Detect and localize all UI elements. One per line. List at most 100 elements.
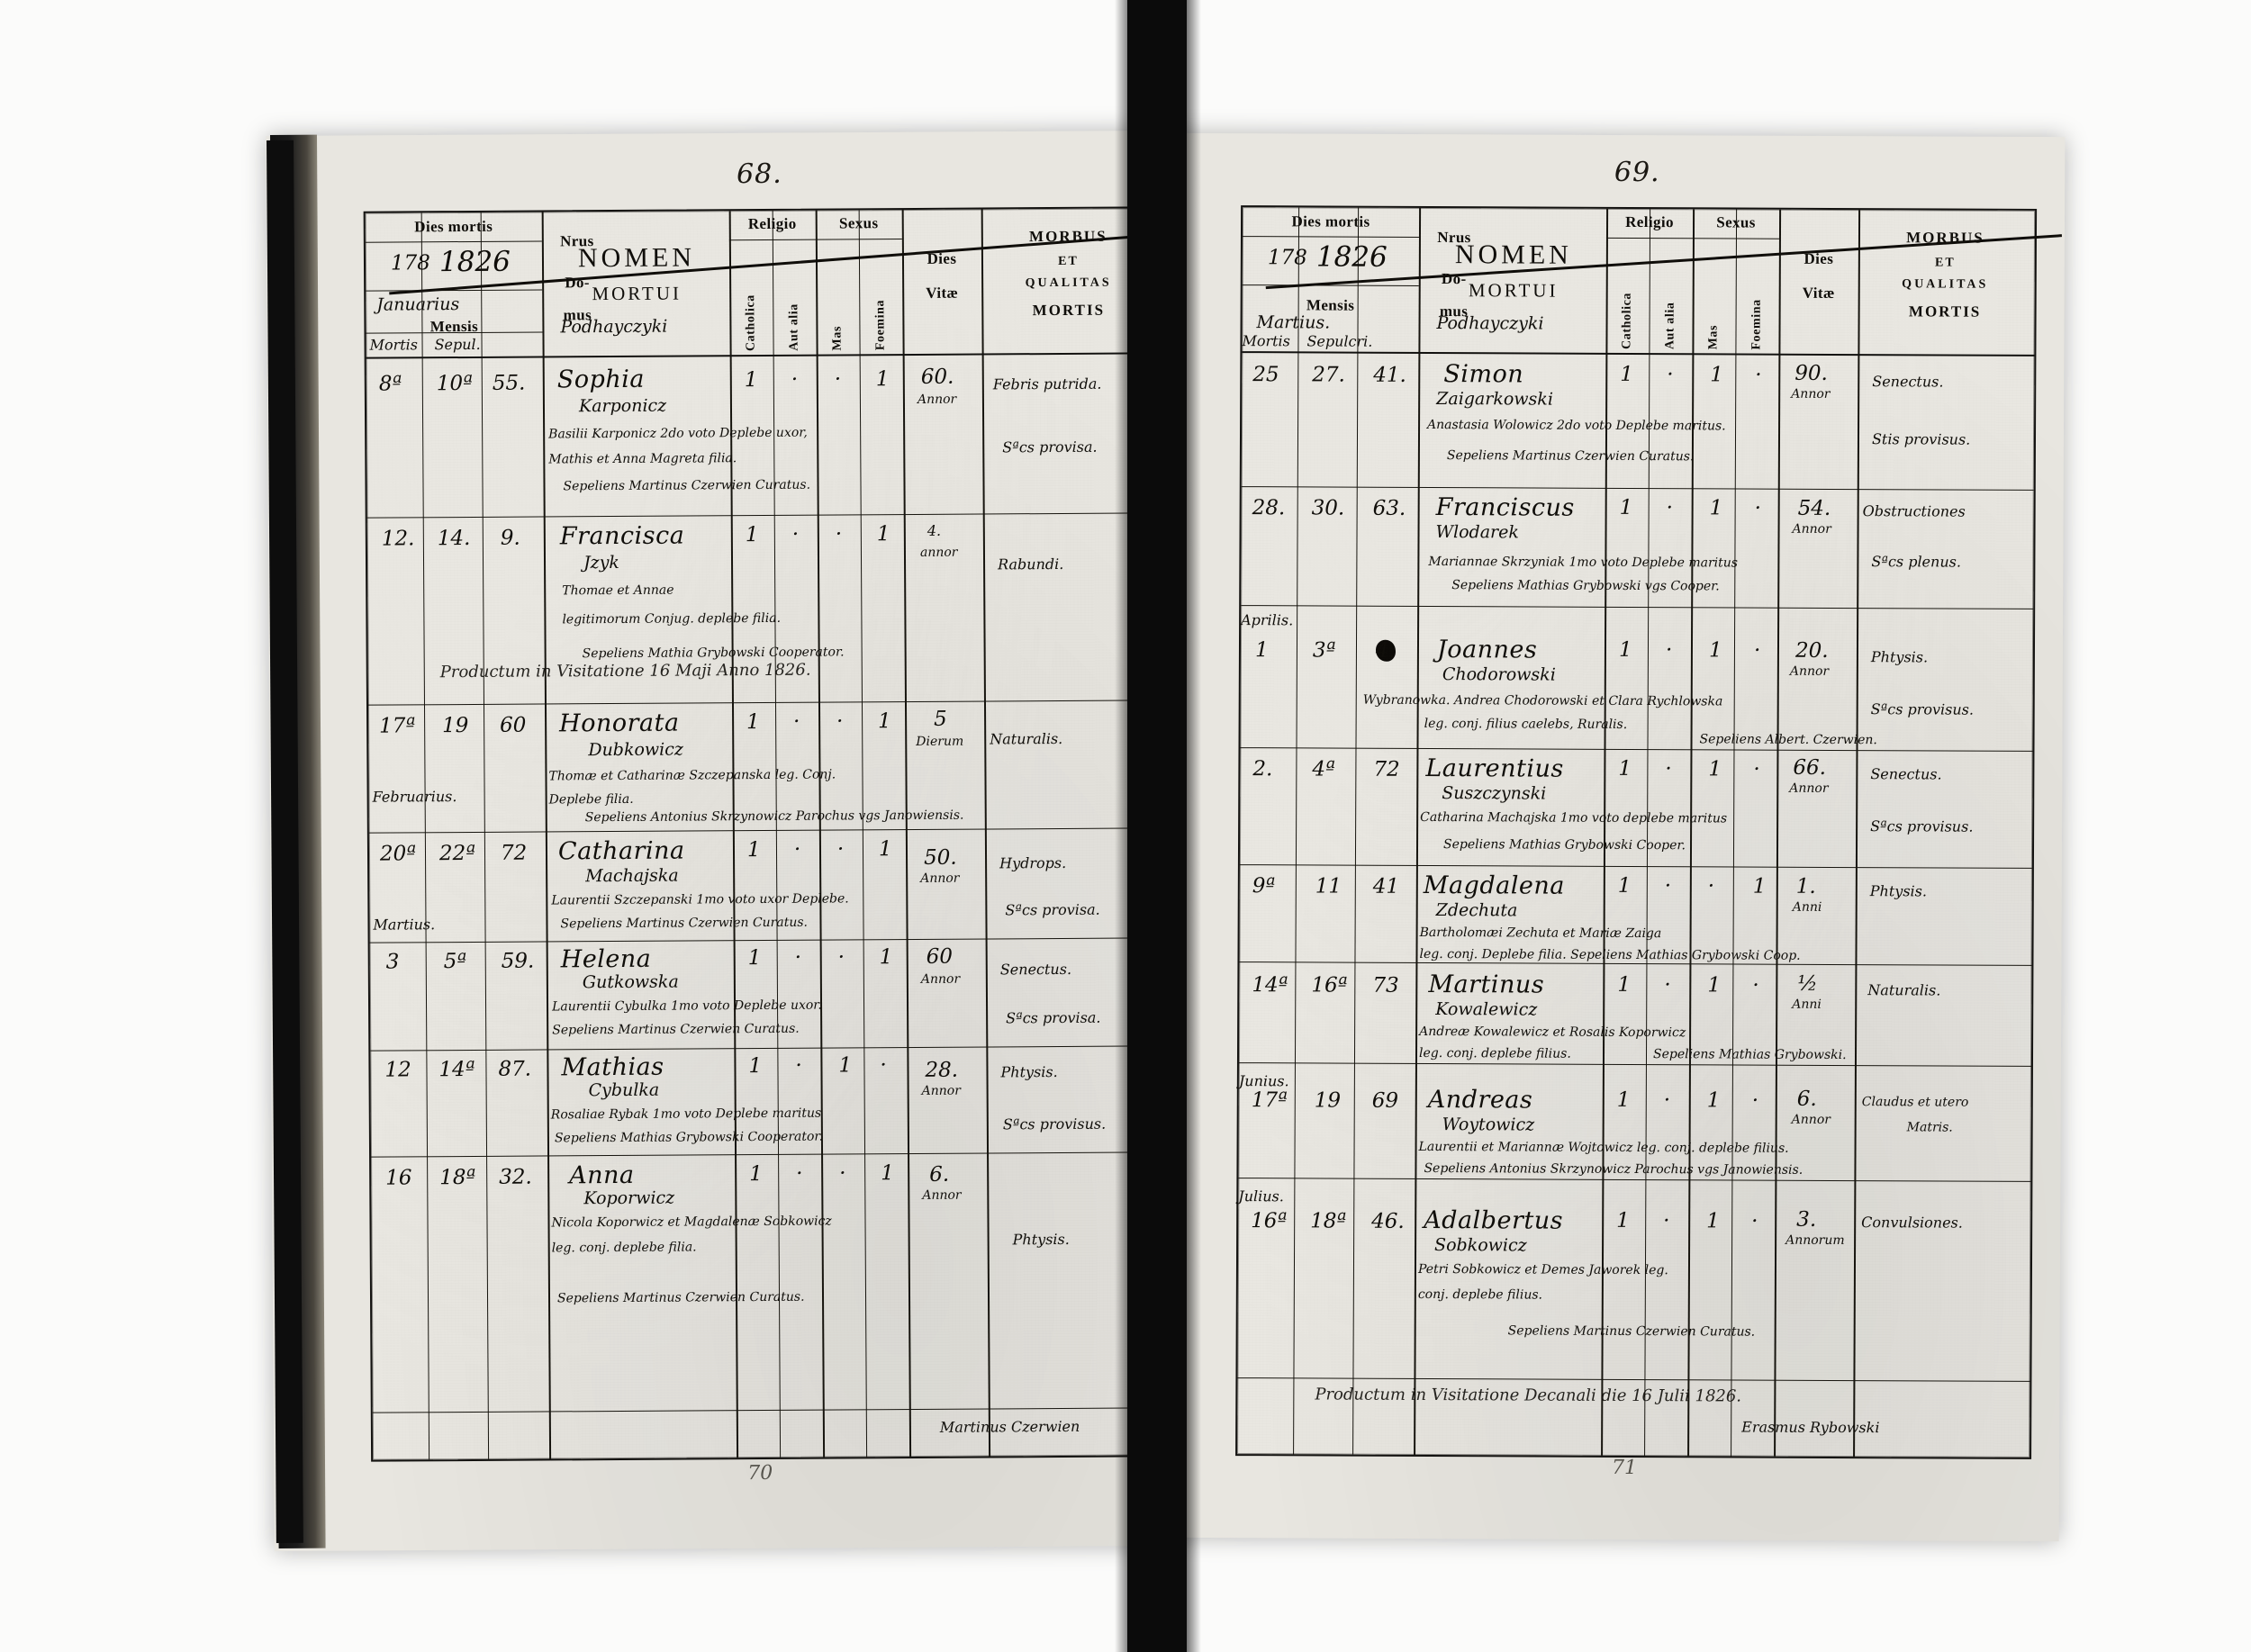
cell-dies-vitae-unit: Annor [921, 1083, 961, 1098]
cell-name: Martinus [1428, 970, 1545, 999]
cell-aut-alia: · [1664, 874, 1672, 898]
header-aut-alia: Aut alia [787, 303, 801, 351]
cell-parents-1: Mariannae Skrzyniak 1mo voto Deplebe mar… [1428, 554, 1739, 571]
cell-dies-sepul: 16ª [1311, 973, 1348, 998]
header-mortui: MORTUI [1468, 279, 1559, 302]
cell-foemina: · [1751, 1209, 1758, 1233]
cell-foemina: · [1752, 973, 1759, 998]
cell-surname: Wlodarek [1435, 522, 1519, 543]
cell-dies-vitae: 50. [923, 845, 957, 870]
cell-nrus-domus: 72 [1373, 757, 1400, 781]
rule-v-l9 [981, 209, 991, 1457]
cell-dies-vitae-unit: Anni [1792, 899, 1822, 915]
header-vitae: Vitæ [1802, 284, 1835, 302]
cell-catholica: 1 [746, 710, 760, 735]
cell-morbus-2: Sªcs provisus. [1870, 817, 1974, 835]
cell-foemina: 1 [878, 837, 892, 862]
cell-dies-vitae-unit: Annor [1789, 664, 1830, 679]
cell-morbus-2: Sªcs provisa. [1006, 1008, 1101, 1027]
rule-v-l3 [541, 212, 552, 1459]
cell-catholica: 1 [1619, 495, 1633, 519]
cell-nrus-domus: 63. [1372, 496, 1406, 520]
cell-dies-mortis: 2. [1252, 757, 1273, 781]
cell-aut-alia: · [791, 367, 799, 392]
cell-surname: Karponicz [578, 395, 667, 417]
month-marker: Martius. [373, 916, 436, 934]
cell-name: Helena [560, 944, 652, 974]
cell-dies-vitae-unit: Dierum [916, 734, 964, 749]
rule-h-row2 [367, 700, 1161, 706]
cell-dies-sepul: 5ª [443, 950, 467, 974]
cell-dies-sepul: 27. [1312, 363, 1345, 387]
cell-parents-3: Sepeliens Martinus Czerwien Curatus. [556, 1289, 805, 1306]
header-sub-mortis: Mortis [369, 336, 419, 354]
cell-dies-vitae-unit: Annor [917, 392, 957, 407]
header-dies-mortis: Dies mortis [414, 217, 493, 236]
cell-morbus: Rabundi. [997, 555, 1064, 573]
cell-parents-2: leg. conj. filius caelebs, Ruralis. [1424, 716, 1628, 732]
right-register-table: 69. Dies mortis 178 1826 Mensis Martius.… [1235, 157, 2038, 1496]
cell-dies-sepul: 18ª [439, 1165, 476, 1190]
cell-aut-alia: · [793, 837, 801, 862]
cell-morbus: Senectus. [1872, 373, 1944, 391]
cell-dies-sepul: 14. [437, 526, 471, 551]
cell-name: Magdalena [1423, 871, 1565, 900]
cell-aut-alia: · [1663, 1088, 1671, 1113]
cell-foemina: 1 [875, 367, 890, 392]
cell-dies-sepul: 30. [1311, 496, 1345, 520]
cell-dies-vitae-unit: Annor [920, 971, 961, 987]
cell-mas: 1 [1708, 638, 1722, 663]
cell-morbus: Naturalis. [990, 729, 1063, 748]
rule-v-l1 [420, 212, 430, 1460]
header-sub-sepul: Sepul. [434, 335, 481, 354]
cell-mas: 1 [1706, 1088, 1721, 1113]
cell-dies-vitae: 60. [920, 365, 954, 389]
cell-dies-sepul: 11 [1315, 874, 1342, 898]
header-month-right: Martius. [1256, 312, 1331, 333]
cell-mas: 1 [1707, 973, 1722, 998]
cell-morbus: Phtysis. [1012, 1230, 1070, 1249]
rule-h-row1 [366, 512, 1160, 519]
cell-nrus-domus: 69 [1371, 1088, 1399, 1113]
header-sub-sepul: Sepulcri. [1306, 332, 1373, 350]
cell-surname: Gutkowska [582, 971, 679, 993]
cell-parents-2: Deplebe filia. [548, 791, 634, 808]
cell-surname: Chodorowski [1442, 664, 1556, 685]
cell-foemina: · [1751, 1088, 1759, 1113]
cell-dies-mortis: 12 [384, 1058, 411, 1082]
header-aut-alia: Aut alia [1663, 302, 1677, 350]
cell-dies-mortis: 17ª [1251, 1088, 1288, 1113]
cell-nrus-domus: 9. [500, 526, 520, 550]
cell-catholica: 1 [1618, 756, 1632, 781]
cell-parents-1: Andreæ Kowalewicz et Rosalis Koporwicz [1419, 1024, 1686, 1041]
cell-dies-vitae: 60 [926, 944, 954, 969]
cell-dies-mortis: 3 [385, 950, 400, 974]
header-month-left: Januarius [376, 294, 460, 315]
rule-h-row4 [369, 937, 1162, 943]
header-dies-mortis: Dies mortis [1291, 212, 1370, 230]
cell-aut-alia: · [1665, 638, 1673, 663]
header-et: ET [1934, 256, 1956, 270]
cell-parents-1: Catharina Machajska 1mo voto deplebe mar… [1420, 809, 1728, 826]
cell-dies-vitae: 28. [925, 1058, 959, 1082]
cell-parents-3: Sepeliens Albert. Czerwien. [1699, 732, 1877, 748]
cell-aut-alia: · [1663, 1209, 1670, 1233]
cell-name: Sophia [556, 365, 646, 394]
cell-morbus-2: Sªcs plenus. [1871, 553, 1962, 571]
cell-dies-vitae: 6. [1796, 1087, 1817, 1111]
header-village: Podhayczyki [1436, 313, 1544, 334]
cell-dies-vitae-unit: annor [919, 545, 958, 560]
cell-dies-sepul: 10ª [436, 371, 474, 396]
cell-dies-sepul: 19 [1314, 1088, 1342, 1113]
cell-dies-sepul: 18ª [1310, 1209, 1347, 1233]
cell-dies-vitae: 4. [927, 521, 942, 539]
book-spine [1127, 0, 1187, 1652]
cell-morbus: Naturalis. [1867, 981, 1941, 999]
cell-morbus-2: Matris. [1906, 1120, 1953, 1135]
rule-v-l7 [858, 210, 868, 1458]
cell-mas: · [1707, 874, 1715, 898]
left-register-table: 68. Dies mortis 178 1826 Januarius Mensi… [363, 158, 1168, 1498]
cell-dies-mortis: 25 [1252, 363, 1279, 387]
cell-catholica: 1 [1616, 1208, 1630, 1232]
